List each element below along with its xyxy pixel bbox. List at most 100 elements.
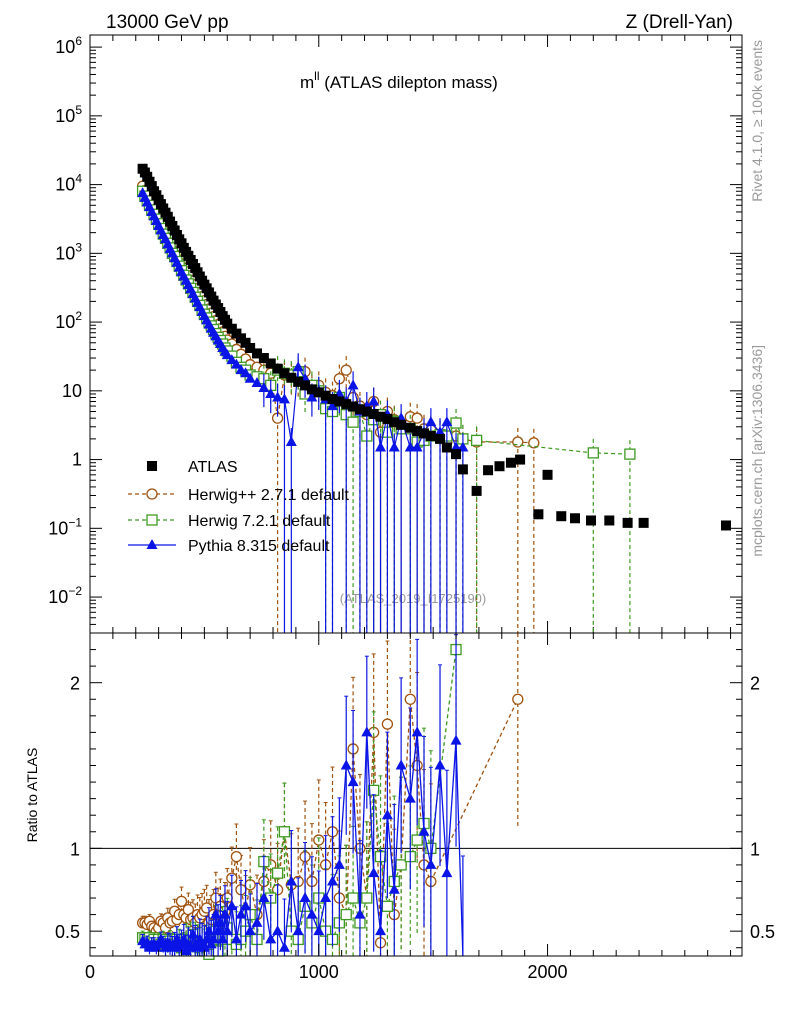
series-point: [494, 461, 505, 472]
legend-item: ATLAS: [147, 459, 238, 476]
ratio-point: [340, 759, 352, 770]
top-ytick-label: 106: [55, 34, 82, 57]
ratio-point: [226, 900, 238, 911]
series-point: [450, 417, 462, 429]
xtick-label: 1000: [299, 962, 339, 982]
series-point: [326, 400, 338, 411]
ratio-point: [404, 792, 416, 803]
series-point: [348, 401, 359, 412]
ratio-point: [203, 925, 215, 936]
series-point: [221, 349, 233, 360]
ratio-point: [395, 859, 407, 871]
ratio-ytick-label-right: 0.5: [750, 922, 775, 942]
ratio-ytick-label: 2: [70, 674, 80, 694]
series-point: [434, 426, 446, 437]
top-ytick-label-exp: 6: [75, 34, 82, 48]
top-ytick-label-base: 10: [48, 518, 68, 538]
ratio-point: [381, 900, 394, 912]
ratio-point: [368, 867, 380, 878]
legend-item: Pythia 8.315 default: [128, 538, 330, 555]
legend-marker: [147, 461, 157, 471]
ratio-point: [251, 916, 263, 927]
top-ytick-label-base: 10: [62, 381, 82, 401]
series-point: [435, 433, 446, 444]
legend-label: Herwig++ 2.7.1 default: [188, 487, 350, 504]
top-ytick-label: 10: [62, 381, 82, 401]
series-point: [240, 367, 252, 378]
series-point: [334, 396, 345, 407]
rivet-label: Rivet 4.1.0, ≥ 100k events: [749, 40, 765, 202]
ratio-point: [441, 867, 453, 878]
series-3: [137, 187, 469, 633]
series-point: [306, 384, 317, 395]
ratio-point: [278, 941, 290, 952]
series-point: [569, 513, 580, 524]
series-0: [137, 163, 731, 531]
series-point: [451, 449, 462, 460]
ratio-point: [272, 925, 284, 936]
ratio-point: [411, 834, 423, 846]
ratio-point: [230, 933, 242, 944]
ratio-point: [425, 858, 437, 869]
series-point: [471, 485, 482, 496]
series-point: [412, 426, 423, 437]
ratio-point: [381, 718, 394, 730]
ratio-point: [265, 933, 277, 944]
chart-title: mll (ATLAS dilepton mass): [300, 69, 498, 92]
ratio-point: [210, 908, 222, 919]
series-point: [245, 342, 256, 353]
series-point: [411, 441, 423, 452]
ratio-series: [90, 632, 742, 960]
series-point: [389, 417, 400, 428]
series-point: [425, 416, 437, 427]
legend-marker: [146, 514, 158, 526]
series-point: [368, 409, 379, 420]
ratio-point: [235, 908, 247, 919]
ratio-point: [198, 941, 210, 952]
series-point: [720, 520, 731, 531]
series-point: [368, 395, 380, 406]
series-point: [533, 509, 544, 520]
series-point: [457, 441, 469, 452]
ratio-point: [244, 925, 256, 936]
series-point: [622, 517, 633, 528]
ratio-ytick-label: 1: [70, 839, 80, 859]
series-point: [258, 353, 269, 364]
legend-label: Pythia 8.315 default: [188, 538, 330, 555]
series-point: [586, 515, 597, 526]
top-ytick-label: 103: [55, 240, 82, 263]
xtick-label: 2000: [528, 962, 568, 982]
series-point: [419, 428, 430, 439]
series-point: [293, 376, 304, 387]
series-point: [292, 361, 304, 372]
series-point: [441, 416, 453, 427]
ratio-point: [388, 883, 400, 894]
series-point: [279, 368, 290, 379]
legend: ATLAS Herwig++ 2.7.1 default Herwig 7.2.1 …: [128, 459, 350, 555]
ratio-point: [395, 759, 407, 770]
xtick-label: 0: [85, 962, 95, 982]
ratio-point: [450, 734, 462, 745]
top-ytick-label-base: 10: [48, 587, 68, 607]
ratio-point: [375, 925, 387, 936]
series-point: [624, 448, 636, 460]
series-point: [457, 464, 468, 475]
series-point: [382, 413, 393, 424]
ratio-point: [212, 925, 224, 936]
series-point: [528, 437, 540, 449]
series-point: [347, 379, 359, 390]
series-point: [604, 515, 615, 526]
top-ytick-label-base: 10: [55, 243, 75, 263]
top-ytick-label: 10−2: [48, 584, 82, 607]
ratio-point: [230, 850, 243, 863]
series-point: [340, 364, 352, 376]
ratio-point: [326, 875, 338, 886]
series-point: [388, 441, 400, 452]
top-ytick-label: 1: [72, 450, 82, 470]
ratio-ytick-label-right: 2: [750, 674, 760, 694]
ratio-point: [333, 858, 345, 869]
legend-label: ATLAS: [188, 459, 238, 476]
top-ytick-label-base: 10: [55, 37, 75, 57]
ratio-series-2: [137, 634, 465, 957]
